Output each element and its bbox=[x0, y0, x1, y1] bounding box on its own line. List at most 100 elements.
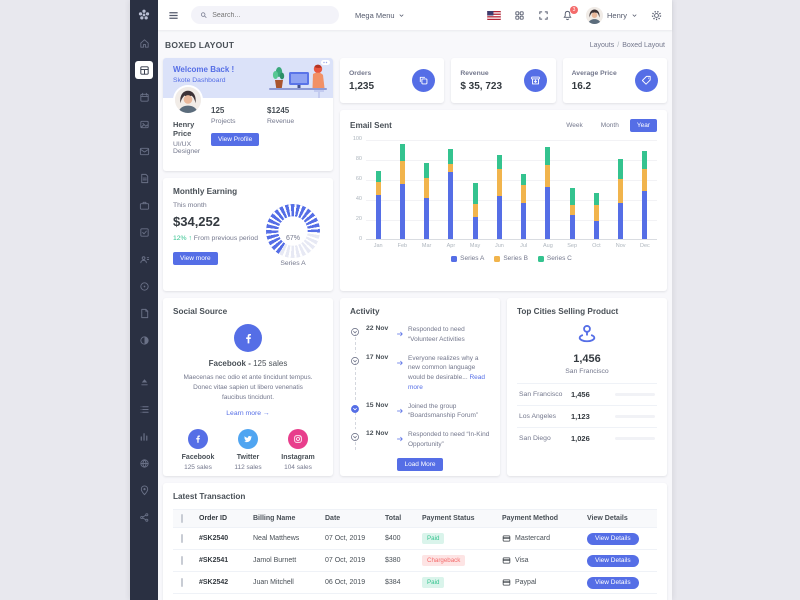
row-checkbox[interactable] bbox=[181, 534, 183, 543]
status-badge: Paid bbox=[422, 533, 445, 544]
chart-toolbar: Week Month Year bbox=[559, 119, 657, 132]
city-row: San Diego 1,026 bbox=[517, 427, 657, 449]
activity-item: 15 Nov Joined the group “Boardsmanship Fo… bbox=[350, 400, 490, 422]
social-items: Facebook 125 sales Twitter 112 sales Instagr… bbox=[173, 429, 323, 471]
bell-icon[interactable]: 3 bbox=[562, 5, 578, 21]
search-input[interactable] bbox=[212, 11, 330, 19]
user-menu[interactable]: Henry bbox=[585, 6, 638, 24]
chart-range-month[interactable]: Month bbox=[594, 119, 626, 132]
legend-series-b: Series B bbox=[494, 255, 528, 262]
skote-logo-icon[interactable] bbox=[137, 8, 151, 22]
bar-oct bbox=[584, 140, 608, 239]
sidebar-item-calendar-icon[interactable] bbox=[135, 88, 153, 106]
activity-card: Activity 22 Nov Responded to need “Volunt… bbox=[340, 298, 500, 476]
monthly-earning-title: Monthly Earning bbox=[173, 187, 238, 196]
social-description: Maecenas nec odio et ante tincidunt temp… bbox=[183, 374, 313, 401]
sidebar-item-briefcase-icon[interactable] bbox=[135, 196, 153, 214]
notification-badge: 3 bbox=[569, 5, 578, 14]
sidebar-item-map-pin-icon[interactable] bbox=[135, 481, 153, 499]
sidebar-item-home-icon[interactable] bbox=[135, 34, 153, 52]
stat-value: $ 35, 723 bbox=[460, 80, 503, 92]
activity-item: 17 Nov Everyone realizes why a new common… bbox=[350, 352, 490, 393]
sidebar-item-bar-chart-icon[interactable] bbox=[135, 427, 153, 445]
profile-avatar bbox=[173, 85, 203, 115]
row-checkbox[interactable] bbox=[181, 578, 183, 587]
chevron-down-icon bbox=[399, 13, 404, 17]
sidebar-item-invoice-icon[interactable] bbox=[135, 169, 153, 187]
profile-name: Henry Price bbox=[173, 120, 195, 138]
latest-transaction-card: Latest Transaction Order ID Billing Name… bbox=[163, 483, 667, 600]
menu-icon[interactable] bbox=[168, 10, 179, 21]
stat-card-orders: Orders 1,235 bbox=[340, 58, 445, 103]
row-checkbox[interactable] bbox=[181, 556, 183, 565]
map-pin-icon bbox=[517, 322, 657, 349]
apps-grid-icon[interactable] bbox=[514, 10, 525, 21]
breadcrumb: Layouts / Boxed Layout bbox=[589, 41, 665, 49]
gauge-value: 67% bbox=[285, 235, 300, 243]
period-label: This month bbox=[173, 202, 207, 209]
email-sent-card: Email Sent Week Month Year 100 80 60 40 20 0 Ja… bbox=[340, 110, 667, 291]
social-source-title: Social Source bbox=[173, 307, 228, 316]
avatar bbox=[585, 6, 603, 24]
sidebar-item-gallery-icon[interactable] bbox=[135, 115, 153, 133]
table-header-row: Order ID Billing Name Date Total Payment… bbox=[173, 509, 657, 528]
view-details-button[interactable]: View Details bbox=[587, 554, 639, 567]
sidebar-item-share-icon[interactable] bbox=[135, 508, 153, 526]
view-more-button[interactable]: View more bbox=[173, 252, 218, 266]
view-details-button[interactable]: View Details bbox=[587, 576, 639, 589]
bar-jul bbox=[512, 140, 536, 239]
sidebar-item-upload-icon[interactable] bbox=[135, 373, 153, 391]
us-flag-icon[interactable] bbox=[487, 10, 501, 20]
sidebar-item-list-icon[interactable] bbox=[135, 400, 153, 418]
chart-bars bbox=[366, 140, 657, 239]
sidebar-item-theme-icon[interactable] bbox=[135, 331, 153, 349]
select-all-checkbox[interactable] bbox=[181, 514, 183, 523]
page-content: BOXED LAYOUT Layouts / Boxed Layout Welc… bbox=[158, 30, 672, 600]
sidebar-item-globe-icon[interactable] bbox=[135, 454, 153, 472]
user-name: Henry bbox=[606, 10, 627, 20]
view-details-button[interactable]: View Details bbox=[587, 532, 639, 545]
social-facebook[interactable]: Facebook 125 sales bbox=[173, 429, 223, 471]
search-icon bbox=[200, 12, 207, 18]
breadcrumb-current: Boxed Layout bbox=[622, 41, 665, 49]
breadcrumb-parent[interactable]: Layouts bbox=[589, 41, 615, 49]
circle-chevron-icon bbox=[350, 429, 360, 441]
activity-item: 12 Nov Responded to need “In-Kind Opportu… bbox=[350, 429, 490, 450]
revenue-stat: $1245 Revenue bbox=[267, 106, 295, 125]
chart-range-week[interactable]: Week bbox=[559, 119, 590, 132]
profile-role: UI/UX Designer bbox=[173, 141, 201, 155]
bar-dec bbox=[633, 140, 657, 239]
social-twitter[interactable]: Twitter 112 sales bbox=[223, 429, 273, 471]
credit-card-icon bbox=[502, 556, 511, 565]
credit-card-icon bbox=[502, 578, 511, 587]
sidebar-item-document-icon[interactable] bbox=[135, 304, 153, 322]
fullscreen-icon[interactable] bbox=[538, 10, 549, 21]
icon-sidebar bbox=[130, 0, 158, 600]
status-badge: Chargeback bbox=[422, 555, 466, 566]
sidebar-item-tasks-icon[interactable] bbox=[135, 223, 153, 241]
arrow-right-icon bbox=[396, 429, 408, 450]
sidebar-item-dashboard-icon[interactable] bbox=[135, 61, 153, 79]
purchase-tag-icon bbox=[634, 69, 658, 92]
sidebar-item-disc-icon[interactable] bbox=[135, 277, 153, 295]
top-city-value: 1,456 bbox=[573, 353, 601, 365]
transaction-row: #SK2541 Jamol Burnett 07 Oct, 2019 $380 Char… bbox=[173, 550, 657, 572]
bar-jun bbox=[487, 140, 511, 239]
sidebar-item-email-icon[interactable] bbox=[135, 142, 153, 160]
gear-icon[interactable] bbox=[651, 10, 662, 21]
load-more-button[interactable]: Load More bbox=[397, 457, 443, 471]
learn-more-link[interactable]: Learn more → bbox=[226, 410, 270, 418]
mega-menu-button[interactable]: Mega Menu bbox=[355, 11, 405, 20]
stat-label: Average Price bbox=[571, 69, 617, 77]
instagram-icon bbox=[288, 429, 308, 450]
circle-chevron-icon bbox=[350, 352, 360, 365]
bar-may bbox=[463, 140, 487, 239]
view-profile-button[interactable]: View Profile bbox=[211, 133, 260, 146]
read-more-link[interactable]: Read more bbox=[408, 374, 485, 391]
social-source-card: Social Source Facebook - 125 sales Maece… bbox=[163, 298, 333, 476]
social-instagram[interactable]: Instagram 104 sales bbox=[273, 429, 323, 471]
transaction-row: #SK2540 Neal Matthews 07 Oct, 2019 $400 Paid… bbox=[173, 528, 657, 550]
chart-range-year[interactable]: Year bbox=[629, 119, 657, 132]
bar-nov bbox=[609, 140, 633, 239]
sidebar-item-contacts-icon[interactable] bbox=[135, 250, 153, 268]
